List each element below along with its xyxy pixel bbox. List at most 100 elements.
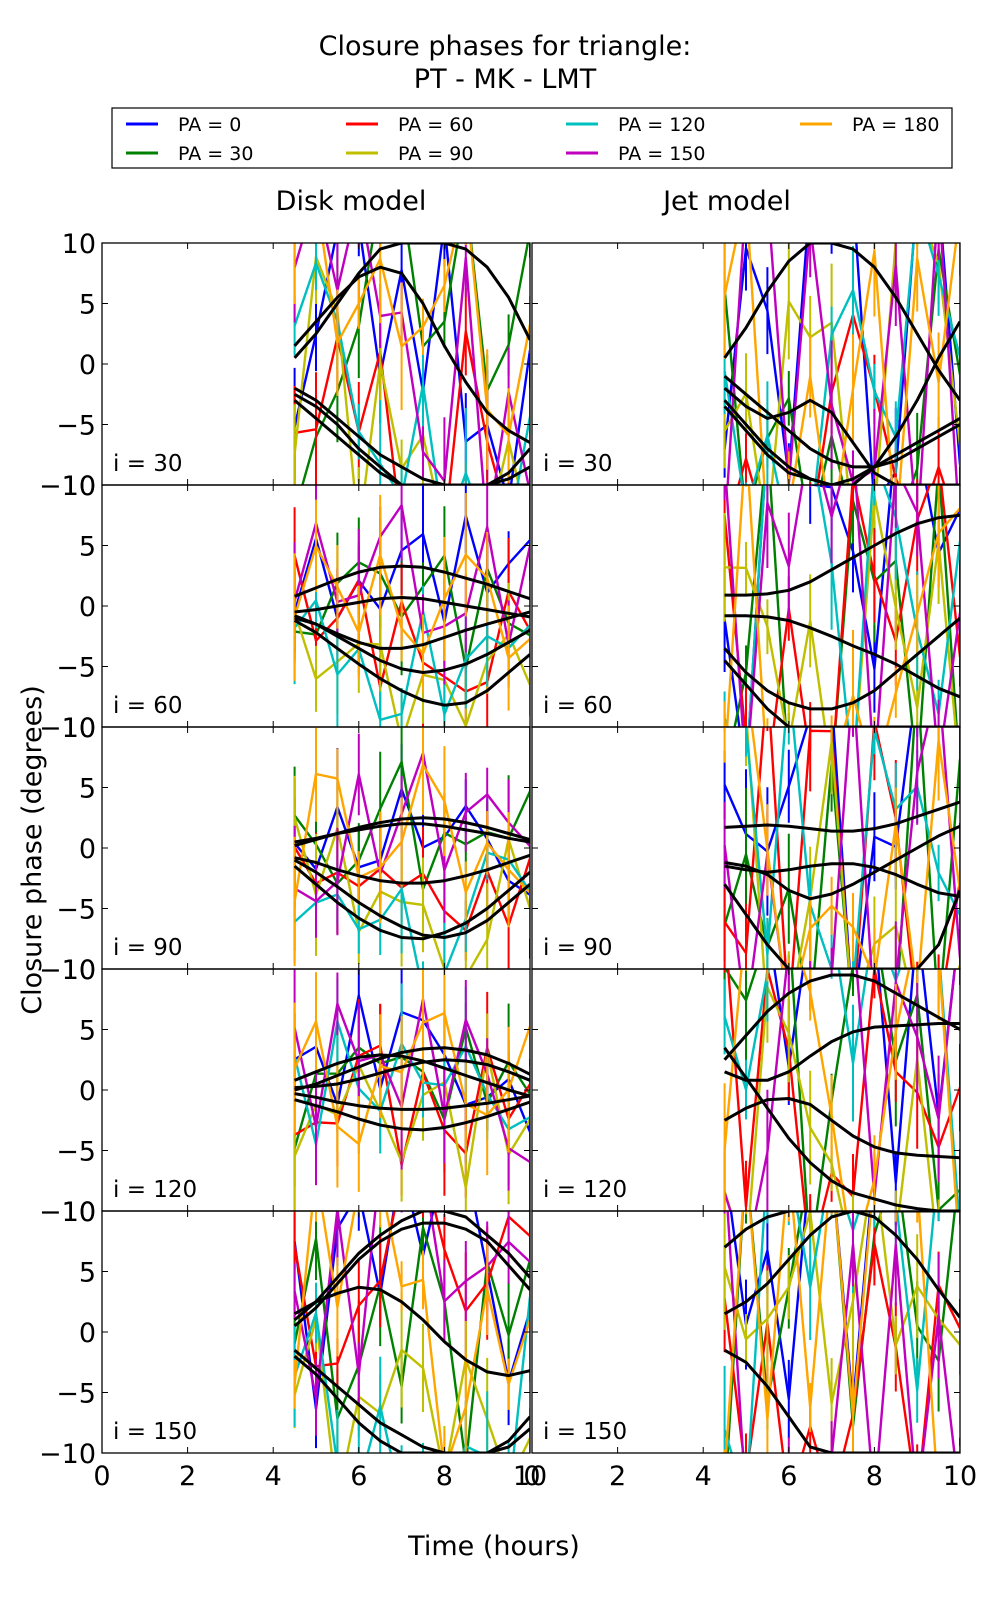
model-curve	[294, 1092, 530, 1111]
column-title-disk: Disk model	[276, 186, 427, 217]
x-tick-label: 10	[943, 1461, 977, 1492]
model-curve	[294, 1098, 530, 1132]
y-tick-label: 5	[79, 774, 96, 805]
model-curve	[293, 858, 530, 939]
y-tick-label: 5	[79, 1258, 96, 1289]
y-tick-label: 10	[62, 471, 96, 502]
series-line	[293, 243, 530, 485]
series-line	[745, 727, 960, 969]
series-line	[293, 998, 530, 1164]
series-line	[744, 727, 960, 969]
series-line	[293, 1318, 530, 1453]
y-tick-label: 0	[79, 592, 96, 623]
model-curve	[294, 822, 530, 844]
model-curve	[724, 862, 960, 898]
legend-label: PA = 120	[618, 114, 706, 136]
model-curve	[294, 614, 530, 674]
x-tick-label: 4	[265, 1461, 282, 1492]
series-line	[293, 599, 530, 721]
legend-label: PA = 90	[398, 143, 473, 165]
series-line	[726, 1211, 956, 1453]
model-curve	[293, 1211, 530, 1322]
x-tick-label: 8	[436, 1461, 453, 1492]
model-curve	[724, 614, 960, 699]
series-line	[723, 243, 958, 485]
y-tick-label: 0	[79, 834, 96, 865]
x-tick-label: 6	[780, 1461, 797, 1492]
model-curve	[723, 973, 960, 1061]
model-curve	[723, 616, 960, 711]
y-tick-label: 0	[79, 350, 96, 381]
inclination-label: i = 120	[113, 1177, 197, 1203]
model-curve	[294, 564, 530, 601]
model-curve	[293, 1285, 530, 1378]
series-line	[723, 727, 913, 969]
series-line	[723, 485, 960, 727]
y-tick-label: 5	[79, 532, 96, 563]
series-line	[294, 330, 501, 485]
legend: PA = 0 PA = 30 PA = 60 PA = 90 PA = 120 PA = …	[111, 107, 953, 169]
series-line	[724, 969, 960, 1211]
series-line	[726, 243, 959, 485]
column-title-jet: Jet model	[661, 186, 791, 217]
y-tick-label: −10	[39, 471, 96, 502]
inclination-label: i = 120	[543, 1177, 627, 1203]
series-line	[725, 485, 960, 727]
x-tick-label: 8	[866, 1461, 883, 1492]
figure-title-line1: Closure phases for triangle:	[319, 31, 692, 62]
panel: i = 30	[531, 242, 961, 486]
y-tick-label: 5	[79, 1016, 96, 1047]
y-tick-label: −5	[56, 653, 96, 684]
panel: 10 5 0 −5 −10 i = 60	[39, 471, 531, 744]
model-curve	[723, 1348, 960, 1453]
model-curve	[293, 1355, 530, 1453]
inclination-label: i = 150	[113, 1419, 197, 1445]
series-line	[723, 243, 960, 485]
series-line	[750, 727, 960, 969]
y-tick-label: 5	[79, 290, 96, 321]
series-line	[724, 1211, 937, 1453]
series-line	[723, 969, 960, 1211]
model-curve	[293, 392, 530, 485]
legend-label: PA = 0	[178, 114, 241, 136]
y-tick-label: 0	[79, 1318, 96, 1349]
model-curve	[294, 1058, 530, 1090]
model-curve	[724, 1022, 960, 1082]
y-tick-label: −10	[39, 713, 96, 744]
panel: 0 2 4 6 8 10 i = 150	[523, 1210, 977, 1492]
x-axis-label: Time (hours)	[407, 1531, 580, 1562]
model-curve	[724, 800, 960, 833]
y-tick-label: 10	[62, 713, 96, 744]
model-curve	[294, 853, 530, 885]
model-curve	[293, 243, 530, 359]
legend-label: PA = 180	[852, 114, 940, 136]
x-tick-label: 10	[513, 1461, 547, 1492]
series-line	[725, 485, 960, 727]
x-tick-label: 4	[695, 1461, 712, 1492]
model-curve	[293, 864, 530, 941]
model-curve	[723, 1211, 960, 1316]
model-curve	[294, 610, 530, 650]
series-line	[293, 1211, 530, 1453]
model-curve	[723, 374, 960, 469]
series-line	[723, 1242, 960, 1453]
inclination-label: i = 90	[543, 935, 613, 961]
inclination-label: i = 150	[543, 1419, 627, 1445]
model-curve	[723, 243, 960, 402]
model-curve	[723, 659, 960, 727]
series-line	[301, 243, 530, 485]
model-curve	[294, 596, 530, 619]
model-curve	[293, 1221, 530, 1328]
panel: i = 60	[531, 484, 961, 728]
series-line	[723, 727, 960, 969]
y-tick-label: −10	[39, 955, 96, 986]
series-line	[293, 504, 530, 646]
x-tick-label: 0	[523, 1461, 540, 1492]
y-tick-label: 10	[62, 1197, 96, 1228]
series-line	[293, 1211, 530, 1399]
legend-label: PA = 30	[178, 143, 253, 165]
y-tick-label: −5	[56, 1379, 96, 1410]
y-tick-label: −10	[39, 1197, 96, 1228]
y-tick-label: 10	[62, 955, 96, 986]
model-curve	[723, 1211, 960, 1319]
